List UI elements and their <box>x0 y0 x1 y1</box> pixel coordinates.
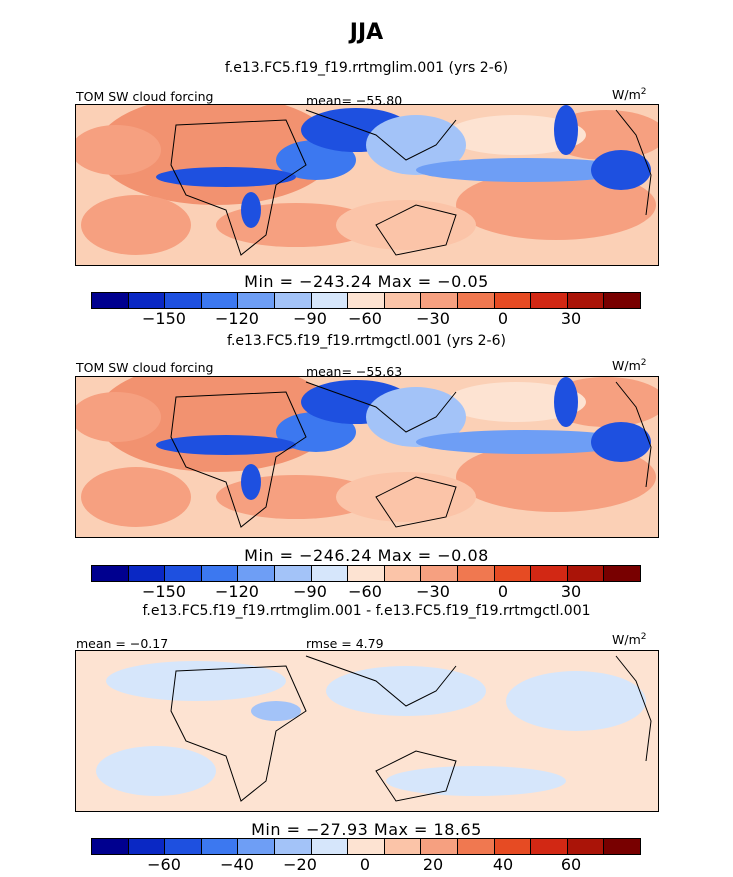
panel-1-map <box>75 104 659 266</box>
panel-2-tick: −30 <box>416 582 450 601</box>
panel-1-tick: 30 <box>560 309 582 328</box>
panel-3-colorbar <box>91 838 641 855</box>
panel-1-colorbar <box>91 292 641 309</box>
panel-1-units: W/m2 <box>612 87 647 103</box>
panel-3-min-max: Min = −27.93 Max = 18.65 <box>251 820 482 839</box>
panel-3-mean-label: mean = −0.17 <box>76 636 169 651</box>
panel-1-tick: −150 <box>142 309 186 328</box>
panel-2-min-max: Min = −246.24 Max = −0.08 <box>244 546 489 565</box>
panel-1-tick: 0 <box>497 309 509 328</box>
panel-3-tick: 60 <box>560 855 582 874</box>
panel-2-tick: −150 <box>142 582 186 601</box>
figure-title: JJA <box>349 20 384 45</box>
panel-3-tick: −60 <box>147 855 181 874</box>
panel-1-min-max: Min = −243.24 Max = −0.05 <box>244 272 489 291</box>
panel-3-rmse-label: rmse = 4.79 <box>306 636 384 651</box>
panel-1-tick: −60 <box>348 309 382 328</box>
panel-2-tick: −60 <box>348 582 382 601</box>
panel-1-tick: −90 <box>293 309 327 328</box>
panel-3-units: W/m2 <box>612 632 647 648</box>
panel-3-tick: 20 <box>422 855 444 874</box>
panel-1-field-label: TOM SW cloud forcing <box>76 89 214 104</box>
panel-1-title: f.e13.FC5.f19_f19.rrtmglim.001 (yrs 2-6) <box>224 60 509 76</box>
panel-2-field-label: TOM SW cloud forcing <box>76 360 214 375</box>
panel-3-tick: −40 <box>220 855 254 874</box>
panel-1-tick: −30 <box>416 309 450 328</box>
panel-2-tick: 30 <box>560 582 582 601</box>
panel-2-map <box>75 376 659 538</box>
panel-2-tick: 0 <box>497 582 509 601</box>
panel-2-mean-label: mean= −55.63 <box>306 364 403 379</box>
panel-2-tick: −120 <box>215 582 259 601</box>
panel-3-tick: 0 <box>359 855 371 874</box>
panel-3-title: f.e13.FC5.f19_f19.rrtmglim.001 - f.e13.F… <box>142 603 591 619</box>
panel-1-tick: −120 <box>215 309 259 328</box>
panel-2-tick: −90 <box>293 582 327 601</box>
panel-2-units: W/m2 <box>612 358 647 374</box>
panel-2-title: f.e13.FC5.f19_f19.rrtmgctl.001 (yrs 2-6) <box>227 333 506 349</box>
panel-3-tick: 40 <box>492 855 514 874</box>
panel-3-tick: −20 <box>283 855 317 874</box>
panel-2-colorbar <box>91 565 641 582</box>
panel-3-map <box>75 650 659 812</box>
